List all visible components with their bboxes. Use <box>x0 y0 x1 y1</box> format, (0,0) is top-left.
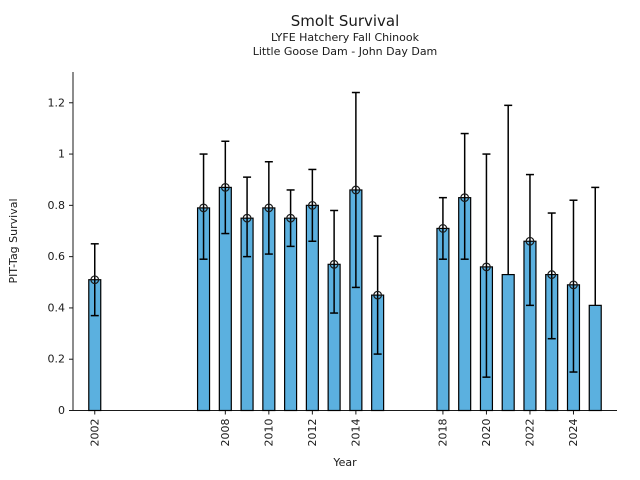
y-tick-label-0.8: 0.8 <box>48 199 66 212</box>
bar-2025 <box>588 304 602 412</box>
y-tick-label-0.6: 0.6 <box>48 250 66 263</box>
x-axis-label: Year <box>332 456 357 469</box>
plot-area: 0 0.2 0.4 0.6 0.8 1 1.2 2002 2008 2010 2012 2014 201… <box>48 72 617 447</box>
marker-2007 <box>199 203 208 213</box>
x-tick-label-2022: 2022 <box>523 419 536 447</box>
marker-2020 <box>482 262 491 272</box>
chart-subtitle-line1: LYFE Hatchery Fall Chinook <box>271 31 420 44</box>
x-tick-label-2020: 2020 <box>480 419 493 447</box>
x-tick-label-2008: 2008 <box>219 419 232 447</box>
chart-subtitle-line2: Little Goose Dam - John Day Dam <box>253 45 438 58</box>
marker-2022 <box>525 236 535 246</box>
x-tick-label-2010: 2010 <box>262 419 275 447</box>
y-axis-label: PIT-Tag Survival <box>7 198 20 283</box>
x-tick-label-2002: 2002 <box>88 419 101 447</box>
marker-2015 <box>373 290 383 300</box>
marker-2023 <box>547 270 557 279</box>
y-tick-label-1.2: 1.2 <box>48 96 66 109</box>
y-tick-label-0.4: 0.4 <box>48 301 66 314</box>
marker-2013 <box>329 259 339 269</box>
x-tick-label-2024: 2024 <box>567 419 580 447</box>
x-tick-label-2014: 2014 <box>349 419 362 447</box>
marker-2024 <box>569 280 578 290</box>
y-tick-label-0.2: 0.2 <box>48 353 66 366</box>
marker-2012 <box>307 200 317 210</box>
marker-2019 <box>460 193 470 203</box>
marker-2002 <box>90 275 100 285</box>
chart-title: Smolt Survival <box>291 12 400 30</box>
marker-2009 <box>242 213 252 223</box>
marker-2011 <box>286 213 296 223</box>
marker-2014 <box>351 185 361 195</box>
marker-2010 <box>264 203 274 213</box>
marker-2008 <box>220 182 230 192</box>
x-tick-label-2012: 2012 <box>306 419 319 447</box>
marker-2018 <box>438 224 448 233</box>
x-tick-label-2018: 2018 <box>436 419 449 447</box>
y-tick-label-1: 1 <box>58 148 65 161</box>
y-tick-label-0: 0 <box>58 404 65 417</box>
bar-2021 <box>501 273 515 412</box>
